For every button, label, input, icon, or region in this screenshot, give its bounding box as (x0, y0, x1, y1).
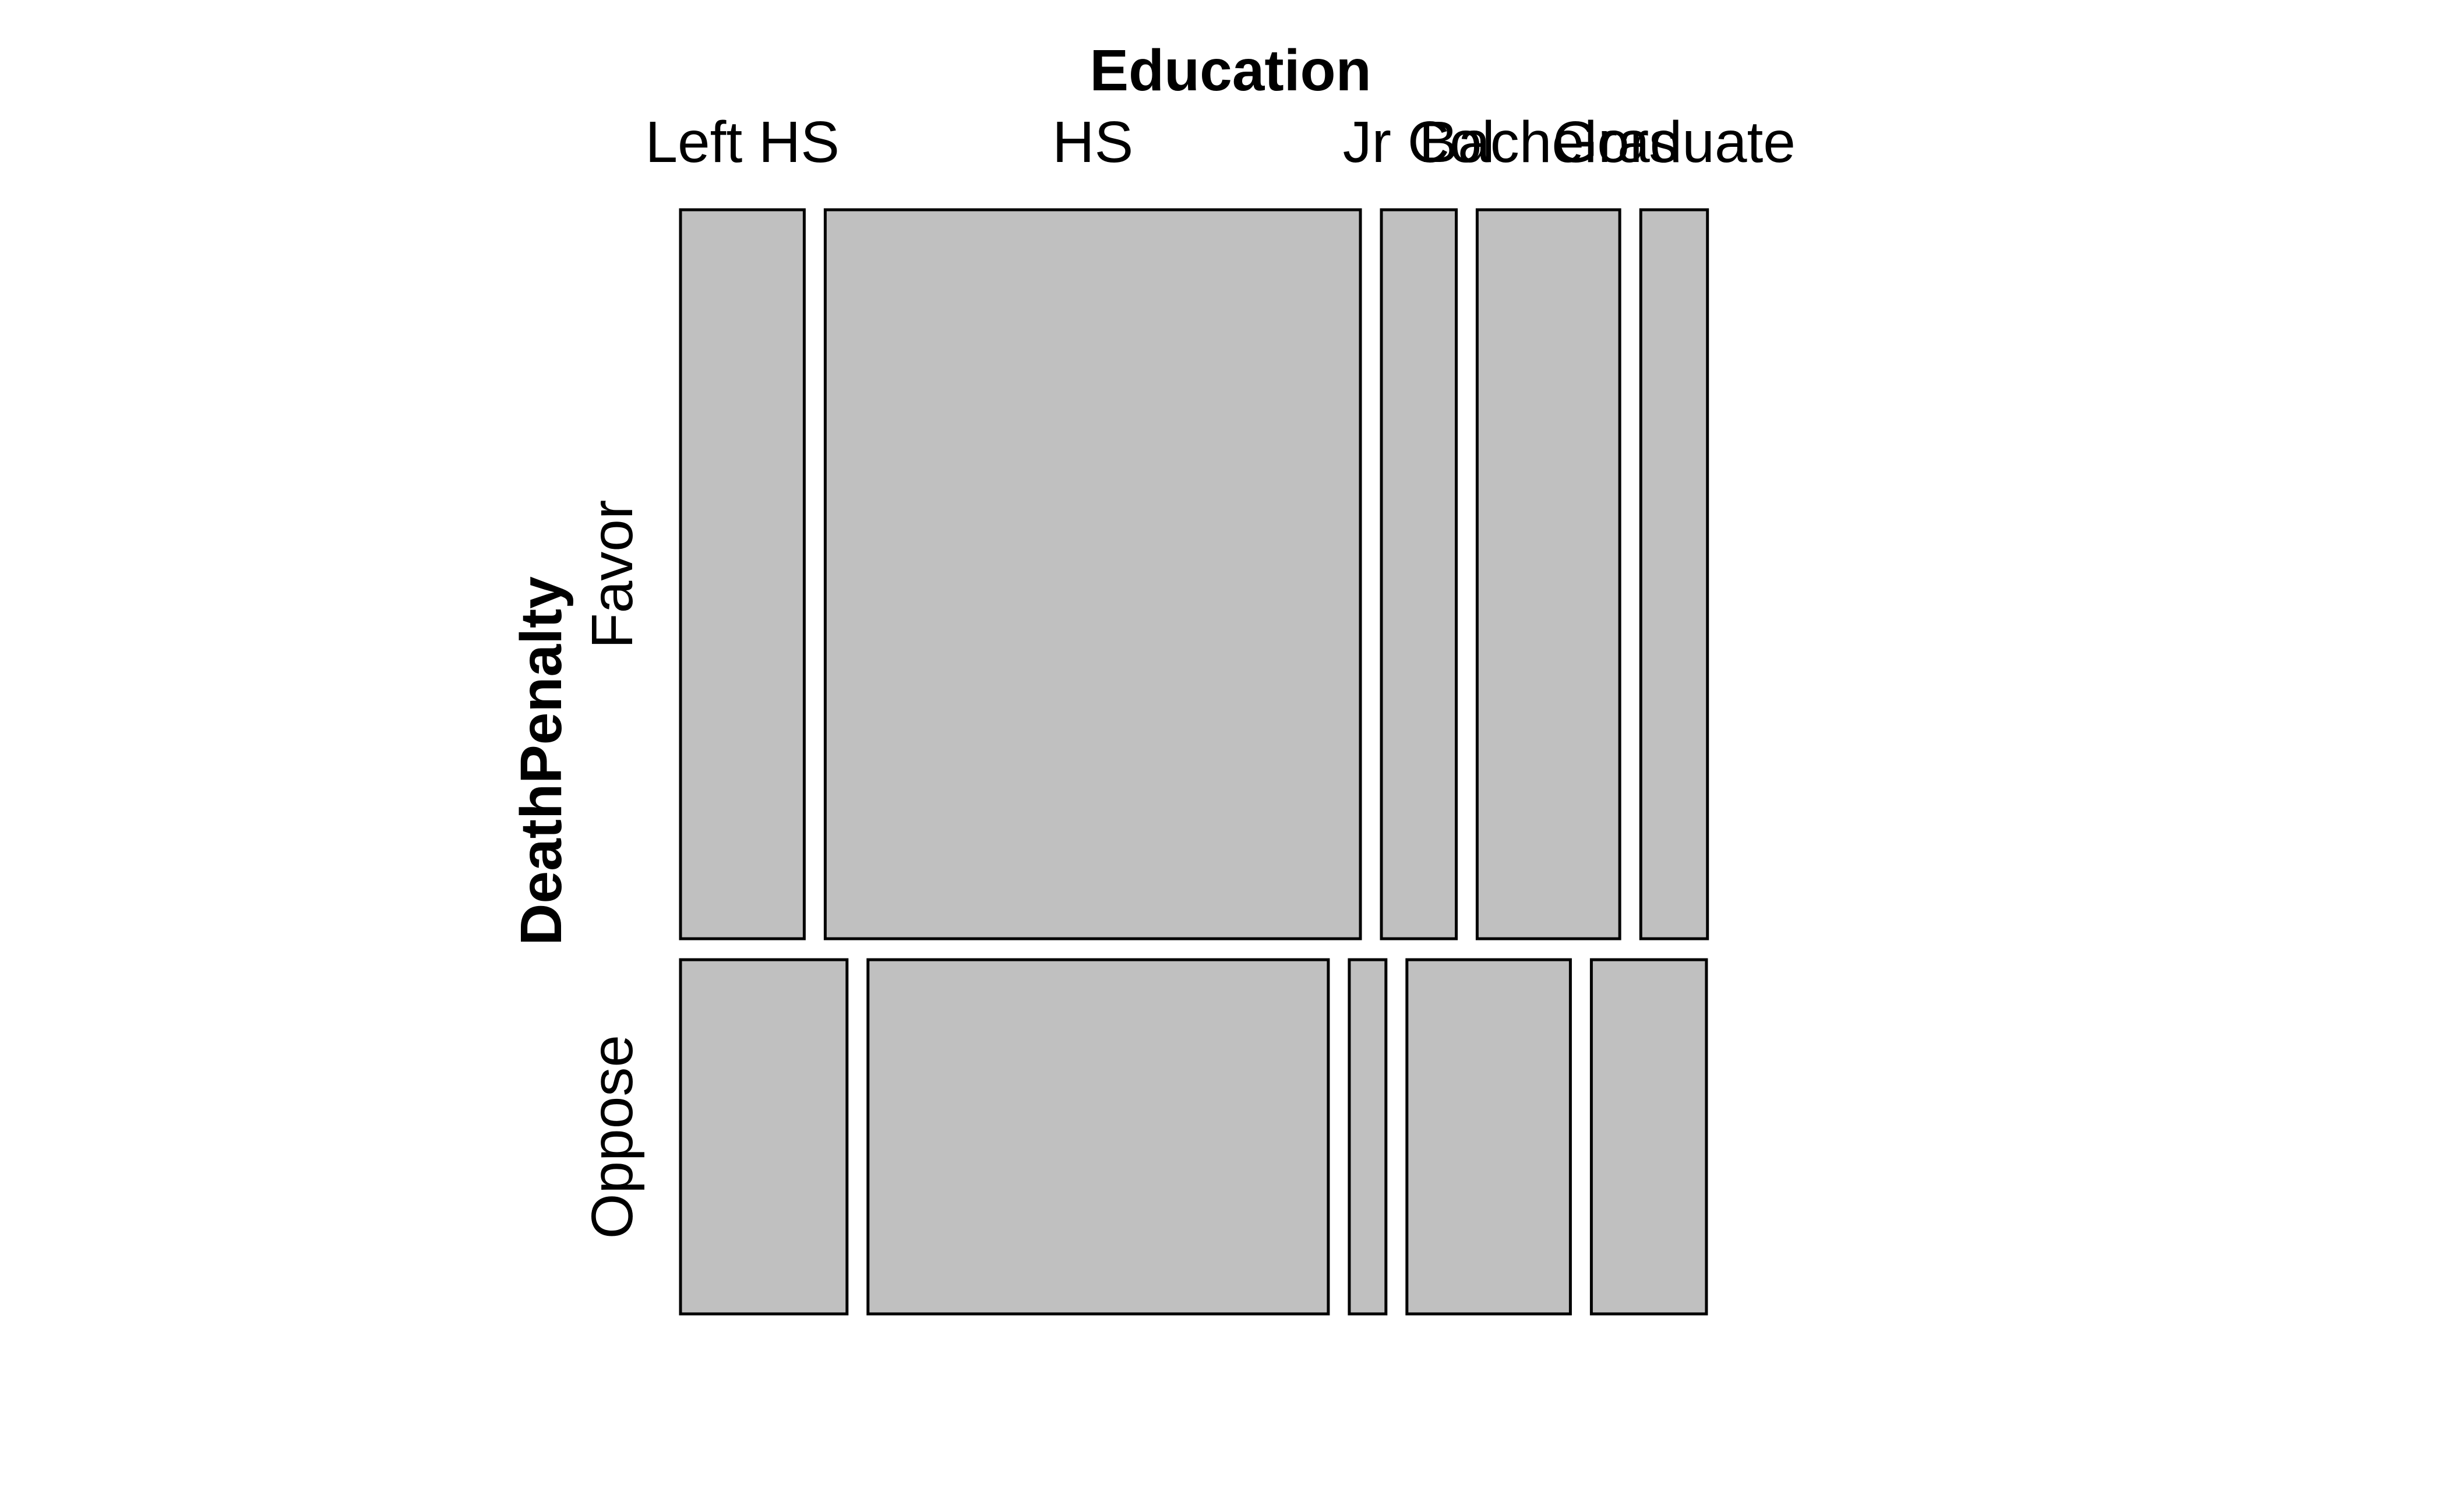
tile-favor-jr-col (1380, 208, 1458, 940)
tile-favor-hs (823, 208, 1362, 940)
x-tick-label-jr-col: Jr Col (1343, 110, 1495, 175)
y-tick-label-oppose: Oppose (580, 1035, 645, 1239)
x-tick-label-hs: HS (1052, 110, 1133, 175)
x-axis-title: Education (1089, 38, 1371, 103)
tile-favor-bachelors (1475, 208, 1621, 940)
tile-favor-left-hs (679, 208, 806, 940)
x-tick-label-left-hs: Left HS (645, 110, 840, 175)
y-axis-title: DeathPenalty (509, 576, 574, 946)
x-tick-label-bachelors: Bachelors (1419, 110, 1678, 175)
tile-oppose-graduate (1589, 958, 1708, 1316)
y-tick-label-favor: Favor (580, 500, 645, 649)
y-tick-labels: Favor Oppose (580, 500, 645, 1239)
tile-oppose-left-hs (679, 958, 849, 1316)
mosaic-tiles (679, 208, 1709, 1316)
tile-oppose-hs (866, 958, 1330, 1316)
x-tick-label-graduate: Graduate (1553, 110, 1796, 175)
tile-oppose-jr-col (1348, 958, 1388, 1316)
tile-favor-graduate (1639, 208, 1709, 940)
tile-oppose-bachelors (1405, 958, 1572, 1316)
